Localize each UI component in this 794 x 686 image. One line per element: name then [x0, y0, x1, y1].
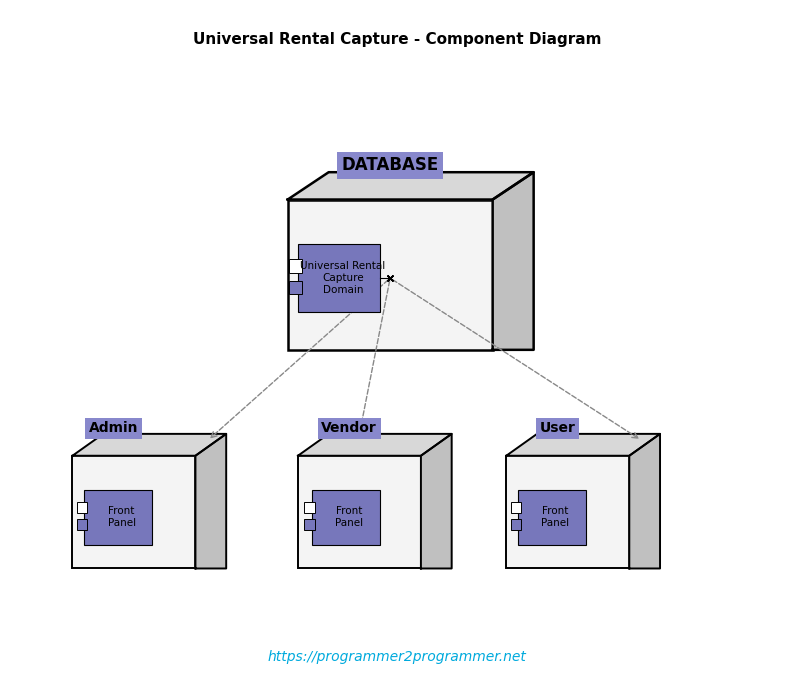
Text: Universal Rental Capture - Component Diagram: Universal Rental Capture - Component Dia… — [193, 32, 601, 47]
Polygon shape — [72, 434, 226, 456]
Text: Universal Rental
Capture
Domain: Universal Rental Capture Domain — [300, 261, 386, 295]
Text: Front
Panel: Front Panel — [108, 506, 136, 528]
Text: Admin: Admin — [89, 421, 138, 436]
Text: Front
Panel: Front Panel — [335, 506, 363, 528]
Bar — [77, 502, 87, 513]
Bar — [511, 502, 521, 513]
Bar — [518, 490, 586, 545]
Bar — [304, 519, 314, 530]
Bar — [77, 519, 87, 530]
Bar — [289, 281, 302, 294]
Bar — [298, 244, 380, 312]
Bar — [298, 456, 421, 569]
Bar — [289, 259, 302, 272]
Text: DATABASE: DATABASE — [341, 156, 439, 174]
Bar — [287, 200, 492, 350]
Polygon shape — [421, 434, 452, 569]
Bar — [84, 490, 152, 545]
Polygon shape — [507, 434, 660, 456]
Polygon shape — [195, 434, 226, 569]
Text: User: User — [540, 421, 576, 436]
Text: Vendor: Vendor — [322, 421, 377, 436]
Text: Front
Panel: Front Panel — [542, 506, 569, 528]
Polygon shape — [630, 434, 660, 569]
Bar — [507, 456, 630, 569]
Polygon shape — [492, 172, 534, 350]
Bar — [511, 519, 521, 530]
Polygon shape — [287, 172, 534, 200]
Polygon shape — [298, 434, 452, 456]
Text: https://programmer2programmer.net: https://programmer2programmer.net — [268, 650, 526, 664]
Bar — [304, 502, 314, 513]
Bar — [311, 490, 380, 545]
Bar — [72, 456, 195, 569]
